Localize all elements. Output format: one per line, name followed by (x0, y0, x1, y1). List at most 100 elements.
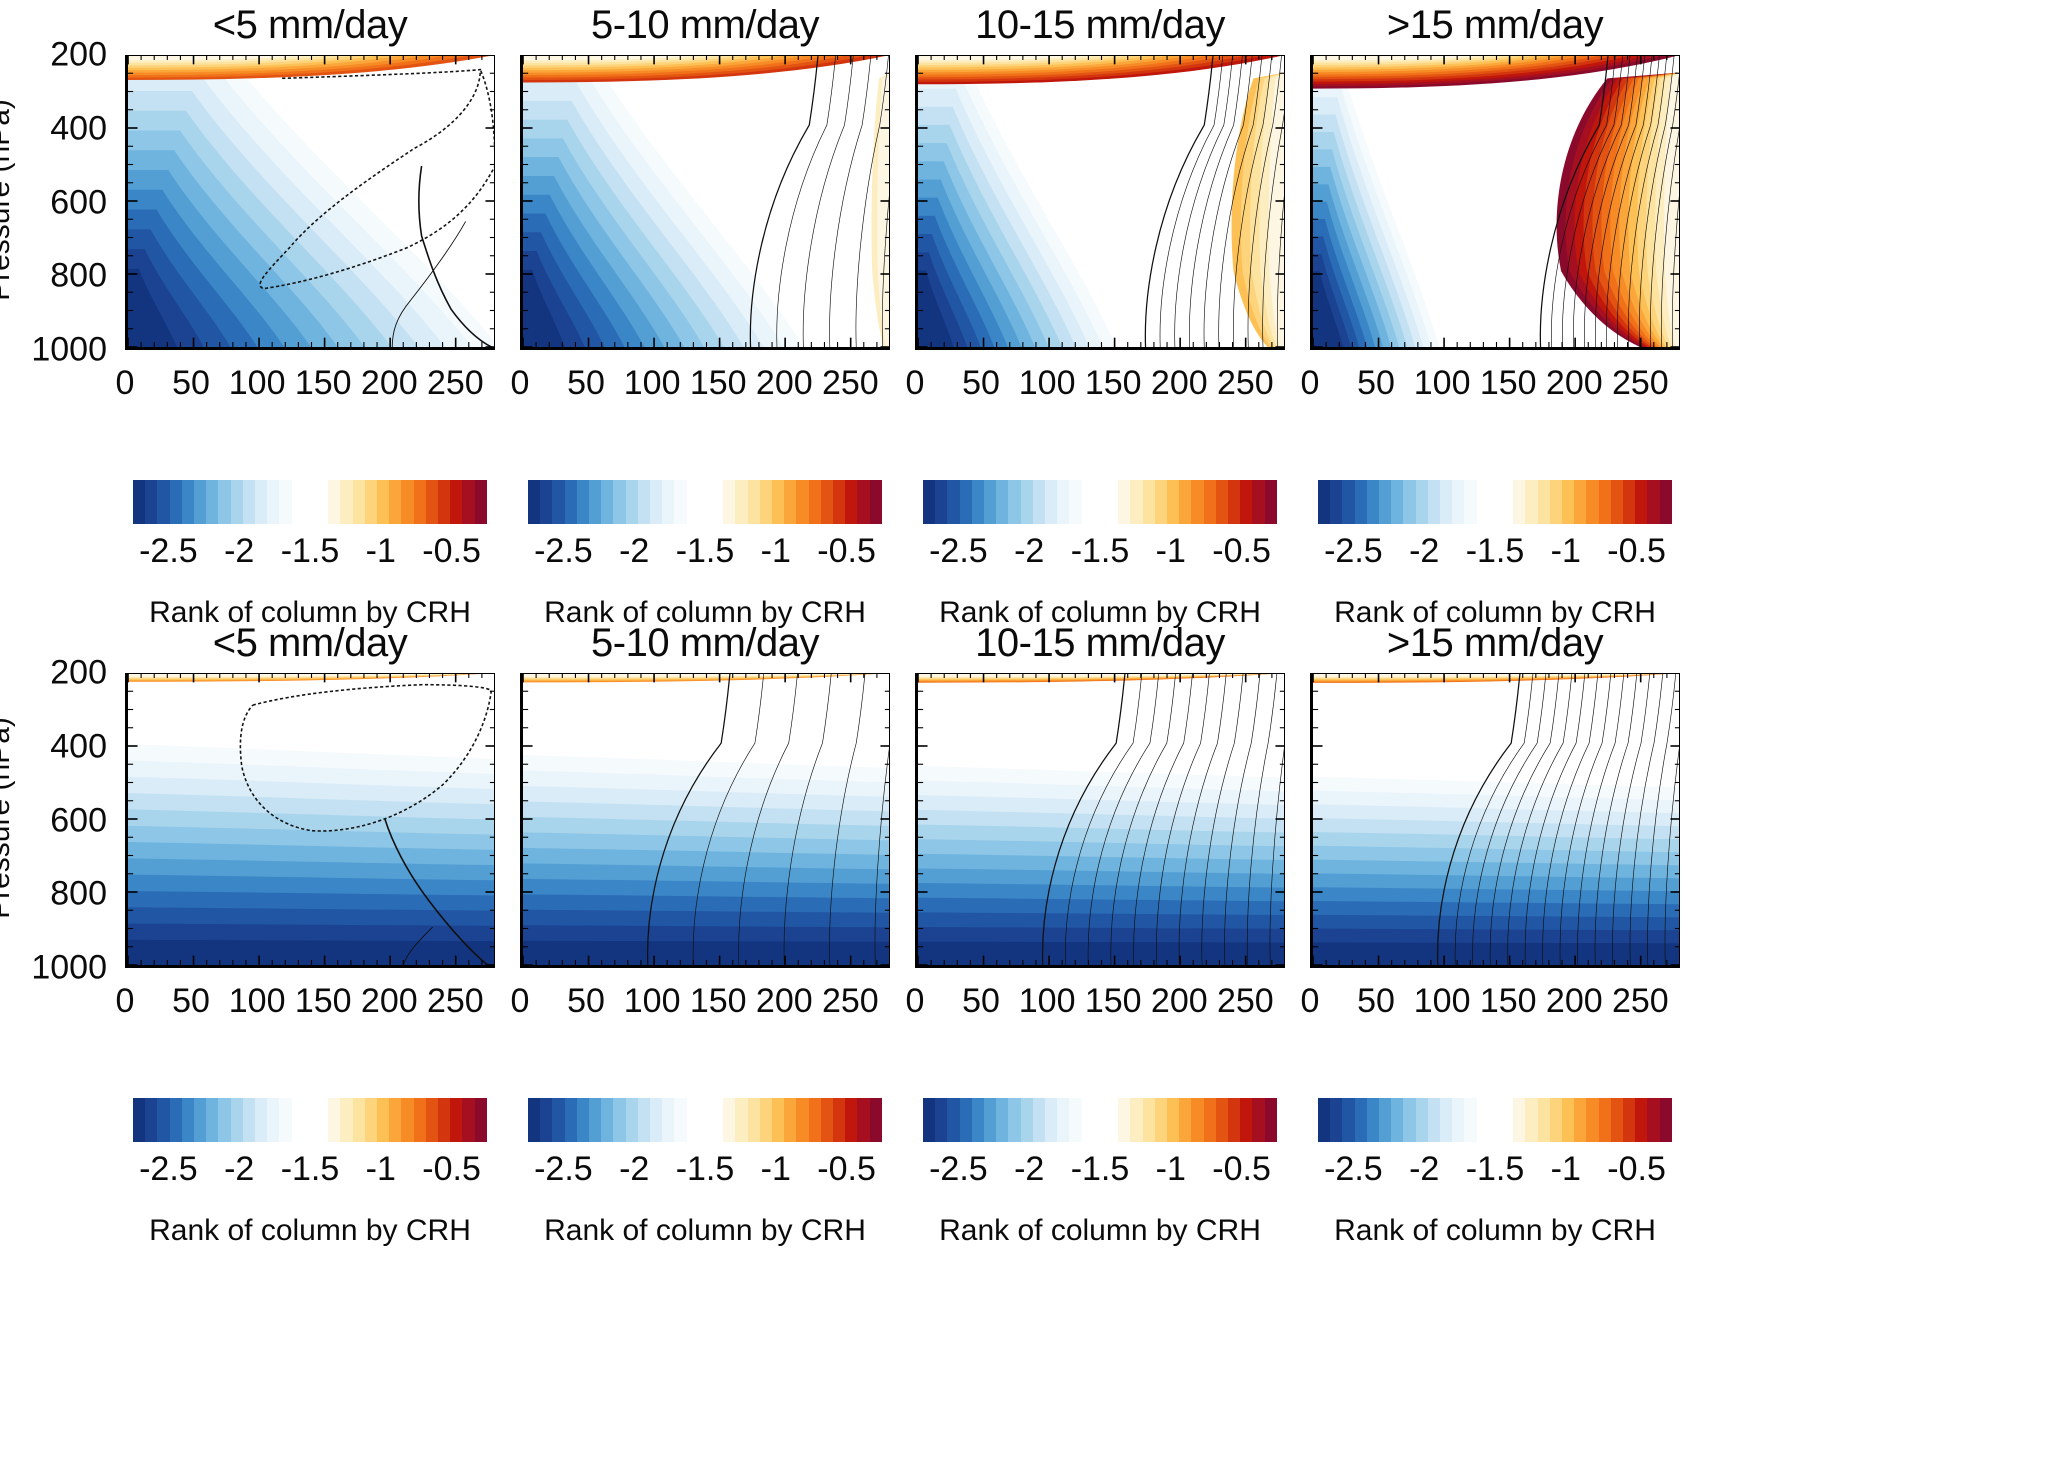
colorbar-bot-gt15 (1318, 1098, 1672, 1142)
colorbar-tick-label: -2 (1409, 1150, 1440, 1188)
colorbar-tick-label: -2 (619, 532, 650, 570)
y-tick-labels-top-lt5: 200 400 600 800 1000 (7, 36, 107, 369)
colorbar-segment (230, 1098, 243, 1142)
colorbar-segment (674, 480, 687, 524)
colorbar-tick-label: -2.5 (929, 1150, 988, 1188)
colorbar-segment (528, 480, 541, 524)
x-tick-label: 150 (1084, 364, 1142, 402)
colorbar-segment (1403, 1098, 1416, 1142)
colorbar-tick-label: -2 (1409, 532, 1440, 570)
colorbar-segment (971, 480, 985, 524)
panel-title-top-gt15: >15 mm/day (1386, 3, 1604, 47)
colorbar-segment (1647, 1098, 1660, 1142)
colorbar-segment (194, 1098, 207, 1142)
colorbar-segment (181, 480, 195, 524)
colorbar-segment (1142, 1098, 1155, 1142)
x-tick-label: 200 (1150, 982, 1208, 1020)
colorbar-segment (1318, 480, 1331, 524)
colorbar-segment (255, 480, 268, 524)
colorbar-caption-bot-5to10: Rank of column by CRH (544, 1214, 866, 1247)
colorbar-segment (1513, 480, 1526, 524)
colorbar-tick-label: -1 (760, 1150, 791, 1188)
y-tick-label: 400 (50, 109, 107, 148)
colorbar-segment (267, 480, 280, 524)
colorbar-segment (1366, 480, 1380, 524)
colorbar-segment (1008, 480, 1021, 524)
colorbar-segment (352, 480, 365, 524)
y-tick-label: 200 (50, 35, 107, 74)
colorbar-tick-label: -1.5 (280, 532, 340, 570)
colorbar-segment (1525, 480, 1538, 524)
colorbar-segment (1598, 480, 1611, 524)
colorbar-tick-label: -1.5 (280, 1150, 340, 1188)
colorbar-tick-labels-top-gt15: -2.5 -2 -1.5 -1 -0.5 (1318, 532, 1672, 576)
colorbar-segment (674, 1098, 687, 1142)
colorbar-segment (971, 1098, 985, 1142)
colorbar-segment (637, 1098, 651, 1142)
colorbar-segment (637, 480, 651, 524)
colorbar-segment (625, 480, 638, 524)
colorbar-segment (279, 1098, 292, 1142)
colorbar-segment (194, 480, 207, 524)
colorbar-tick-label: -2.5 (139, 532, 198, 570)
colorbar-segment (686, 480, 699, 524)
colorbar-tick-label: -2.5 (534, 532, 593, 570)
colorbar-segment (759, 1098, 773, 1142)
colorbar-segment (316, 1098, 329, 1142)
x-tick-labels-top-gt15: 0 50 100 150 200 250 (1301, 364, 1680, 410)
x-tick-label: 200 (755, 982, 813, 1020)
colorbar-segment (401, 480, 414, 524)
x-tick-label: 200 (360, 982, 418, 1020)
colorbar-caption-bot-lt5: Rank of column by CRH (149, 1214, 471, 1247)
colorbar-segment (1488, 480, 1502, 524)
colorbar-segment (1354, 1098, 1367, 1142)
colorbar-segment (552, 480, 565, 524)
y-tick-label: 1000 (31, 948, 107, 987)
colorbar-segment (1501, 480, 1514, 524)
y-tick-label: 1000 (31, 330, 107, 369)
x-tick-label: 0 (510, 982, 530, 1020)
colorbar-segment (425, 480, 439, 524)
colorbar-segment (1415, 1098, 1428, 1142)
contour-field-bot-10to15 (918, 673, 1285, 965)
colorbar-segment (845, 1098, 858, 1142)
colorbar-tick-labels-top-10to15: -2.5 -2 -1.5 -1 -0.5 (923, 532, 1277, 576)
panel-title-top-lt5: <5 mm/day (212, 3, 408, 47)
panel-title-bot-10to15: 10-15 mm/day (975, 621, 1225, 665)
colorbar-segment (857, 480, 870, 524)
colorbar-segment (1464, 480, 1477, 524)
colorbar-tick-label: -2.5 (1324, 1150, 1383, 1188)
colorbar-segment (1264, 1098, 1277, 1142)
colorbar-segment (169, 480, 182, 524)
colorbar-segment (589, 480, 602, 524)
colorbar-segment (772, 1098, 785, 1142)
x-tick-label: 150 (294, 982, 352, 1020)
colorbar-segment (820, 480, 834, 524)
colorbar-segment (772, 480, 785, 524)
colorbar-segment (1366, 1098, 1380, 1142)
colorbar-segment (735, 480, 748, 524)
colorbar-segment (1549, 480, 1563, 524)
colorbar-segment (1610, 1098, 1624, 1142)
colorbar-segment (747, 1098, 760, 1142)
x-tick-label: 250 (1611, 364, 1669, 402)
colorbar-segment (1228, 480, 1241, 524)
colorbar-segment (1525, 1098, 1538, 1142)
x-tick-label: 150 (689, 982, 747, 1020)
x-tick-label: 100 (1018, 982, 1076, 1020)
x-tick-labels-top-5to10: 0 50 100 150 200 250 (511, 364, 890, 410)
colorbar-segment (959, 1098, 972, 1142)
colorbar-segment (935, 1098, 948, 1142)
panel-title-top-10to15: 10-15 mm/day (975, 3, 1225, 47)
colorbar-bot-10to15 (923, 1098, 1277, 1142)
colorbar-segment (564, 1098, 577, 1142)
colorbar-segment (1240, 480, 1253, 524)
colorbar-segment (996, 480, 1009, 524)
x-tick-label: 150 (1084, 982, 1142, 1020)
colorbar-segment (1032, 1098, 1046, 1142)
colorbar-segment (1476, 1098, 1489, 1142)
colorbar-segment (1513, 1098, 1526, 1142)
colorbar-tick-labels-top-lt5: -2.5 -2 -1.5 -1 -0.5 (133, 532, 487, 576)
colorbar-segment (540, 480, 553, 524)
colorbar-segment (328, 480, 341, 524)
